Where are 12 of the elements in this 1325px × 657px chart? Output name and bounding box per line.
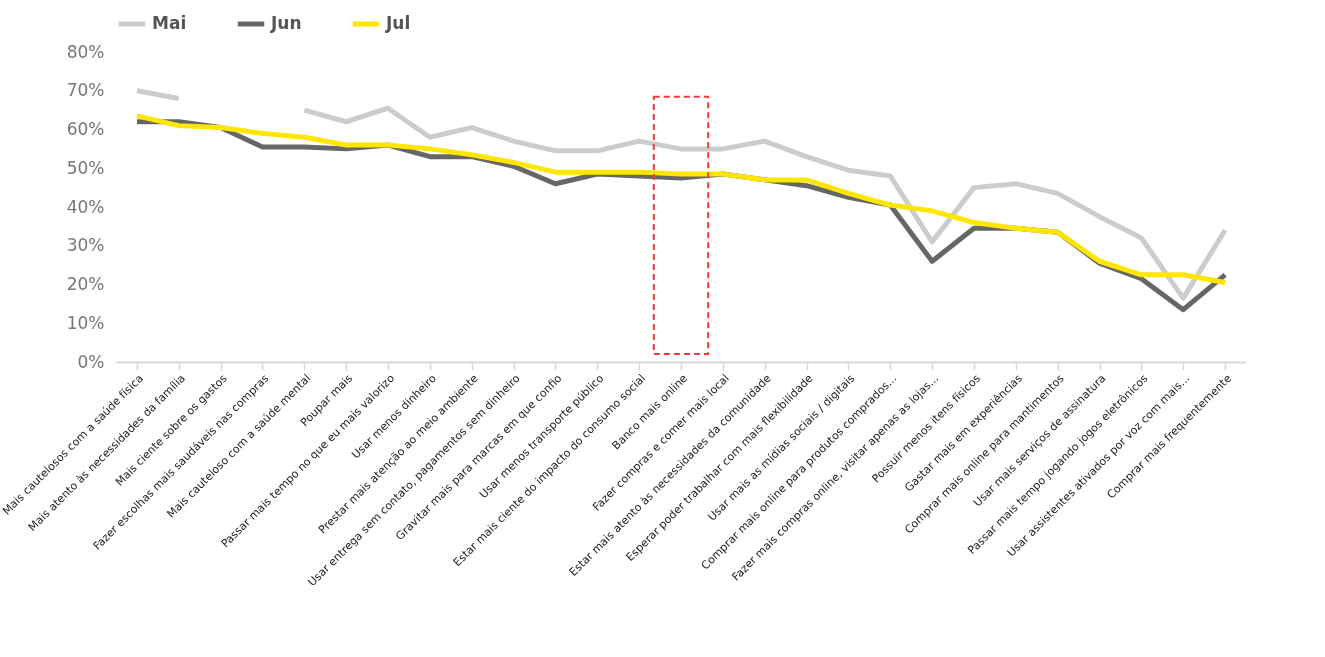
legend-label: Jun [270, 13, 302, 33]
y-tick-label: 10% [66, 312, 105, 333]
y-tick-label: 50% [66, 157, 105, 178]
y-tick-label: 70% [66, 80, 105, 101]
y-tick-label: 30% [66, 235, 105, 256]
y-tick-label: 0% [77, 351, 105, 372]
legend-label: Mai [152, 13, 187, 33]
y-tick-label: 40% [66, 196, 105, 217]
legend-label: Jul [385, 13, 411, 33]
y-tick-label: 20% [66, 274, 105, 294]
y-tick-label: 60% [66, 119, 105, 139]
y-tick-label: 80% [66, 41, 105, 62]
